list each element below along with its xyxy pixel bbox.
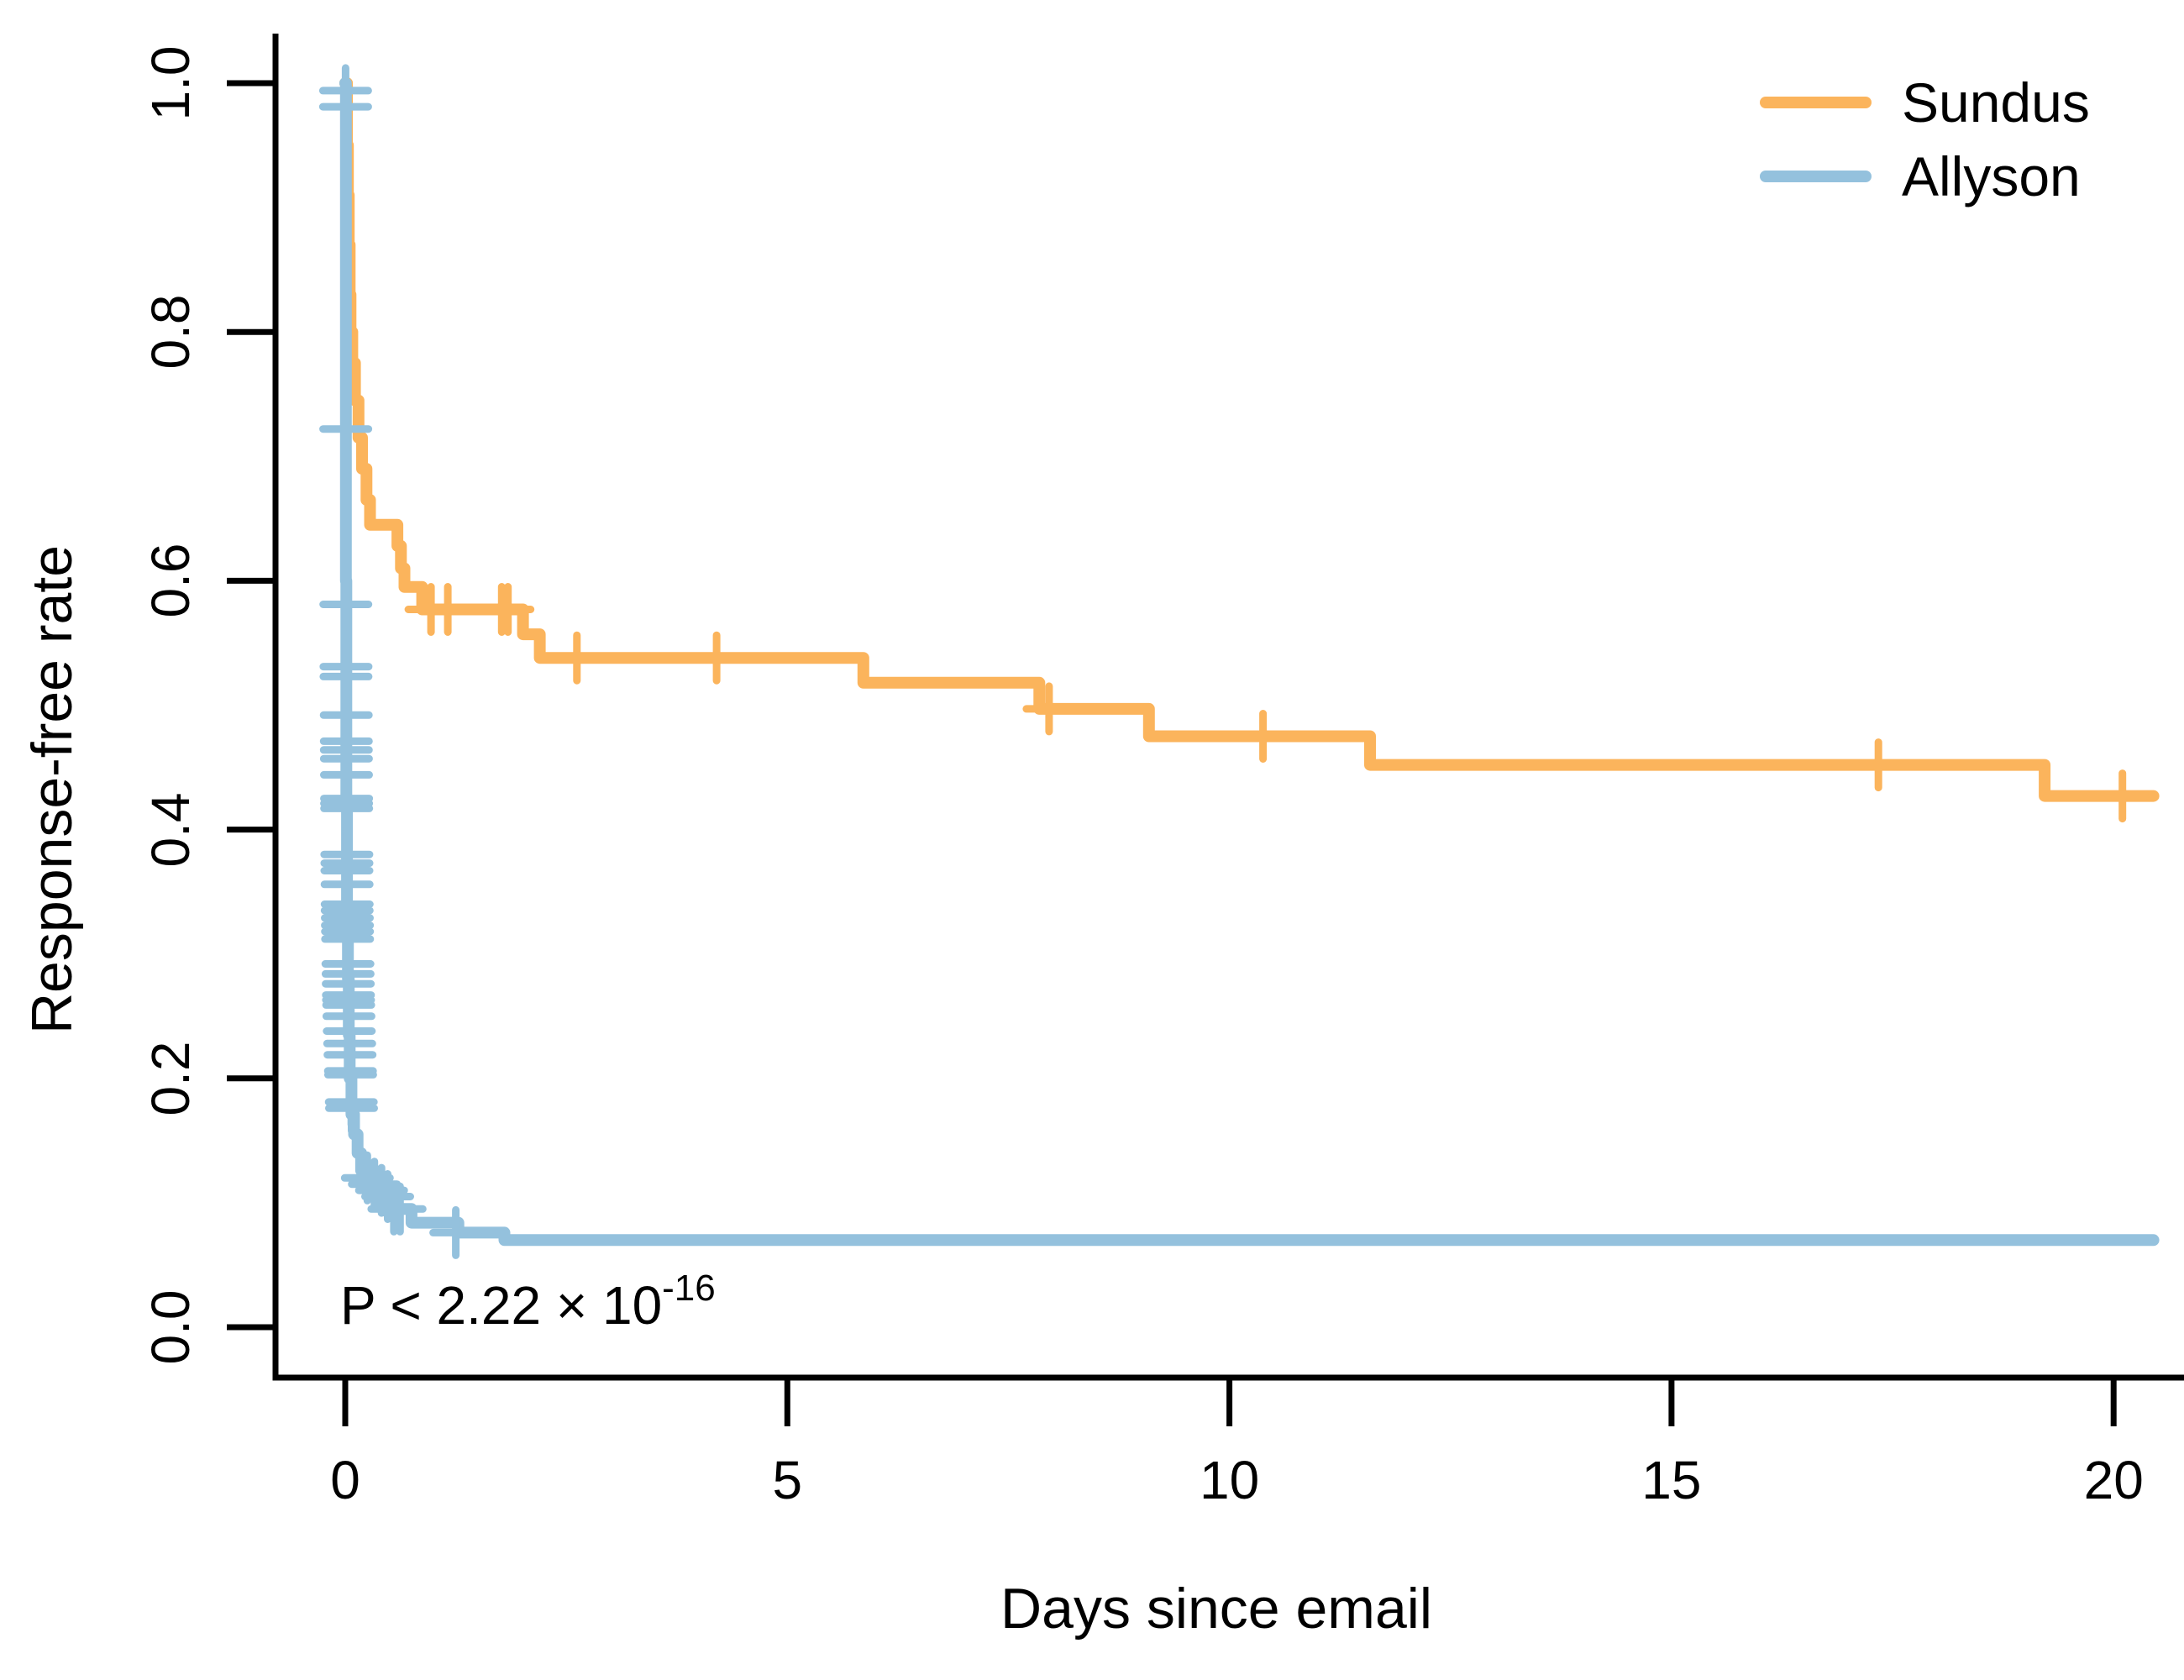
x-axis-title: Days since email [1000,1577,1432,1641]
survival-curves [318,64,2160,1259]
p-value-annotation: P < 2.22 × 10-16 [340,1268,716,1333]
p-value-base: P < 2.22 × 10 [340,1275,663,1336]
x-tick-label: 20 [2083,1450,2144,1510]
y-tick-label: 0.6 [140,543,201,618]
censor-marks-allyson [318,64,483,1259]
legend-item-sundus: Sundus [1760,66,2090,139]
legend-label-allyson: Allyson [1902,145,2081,207]
y-tick-label: 0.4 [140,792,201,868]
legend-label-sundus: Sundus [1902,71,2090,134]
y-tick-label: 0.0 [140,1289,201,1365]
x-tick-label: 5 [772,1450,803,1510]
x-tick-label: 0 [330,1450,360,1510]
x-tick-label: 10 [1200,1450,1260,1510]
y-axis-title: Response-free rate [20,544,84,1035]
axes [227,34,2184,1426]
legend-item-allyson: Allyson [1760,139,2090,213]
allyson-line-swatch [1760,171,1872,182]
y-tick-label: 1.0 [140,45,201,121]
y-tick-label: 0.2 [140,1041,201,1116]
y-tick-label: 0.8 [140,294,201,370]
sundus-line-swatch [1760,97,1872,108]
legend: Sundus Allyson [1760,66,2090,213]
p-value-exponent: -16 [662,1268,716,1309]
x-tick-label: 15 [1641,1450,1702,1510]
censor-marks-sundus [404,583,2150,823]
